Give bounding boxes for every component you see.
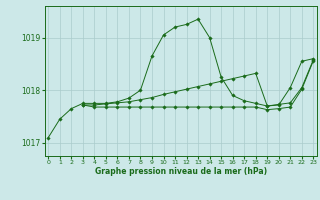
X-axis label: Graphe pression niveau de la mer (hPa): Graphe pression niveau de la mer (hPa) [95, 167, 267, 176]
